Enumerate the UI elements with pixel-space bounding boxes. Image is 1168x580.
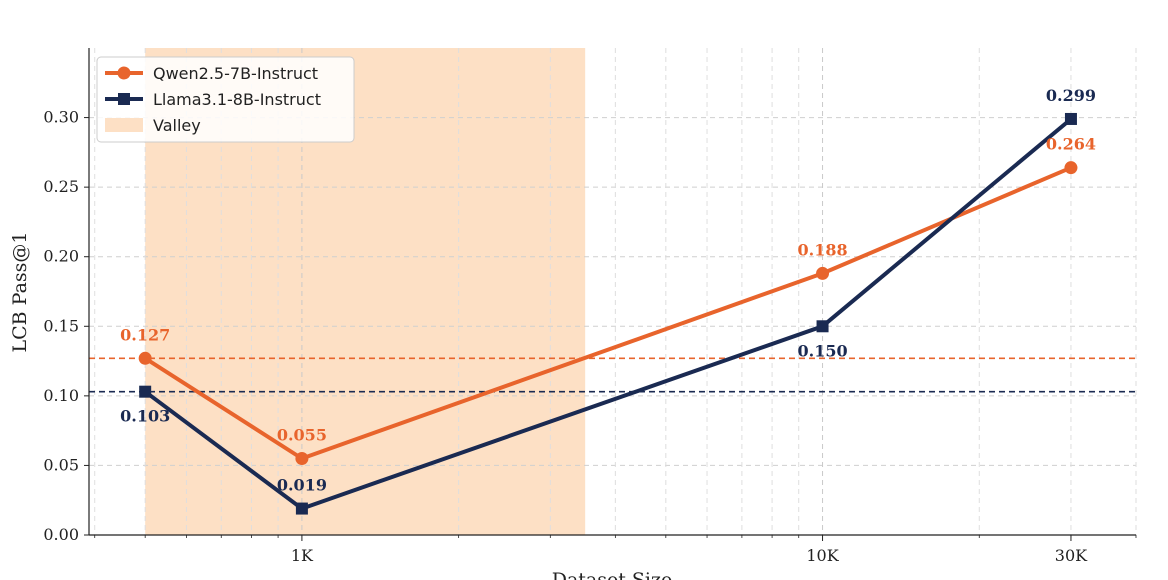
x-tick-label: 30K bbox=[1055, 546, 1088, 565]
baseline-layer bbox=[89, 357, 1136, 393]
y-tick-label: 0.00 bbox=[43, 525, 79, 544]
data-point bbox=[139, 385, 152, 398]
axes-layer: 0.00 0.05 0.10 0.15 0.20 0.25 0.30 1K 10K 30K bbox=[43, 48, 1137, 565]
x-tick-label: 10K bbox=[806, 546, 839, 565]
x-tick-label: 1K bbox=[291, 546, 314, 565]
data-point bbox=[295, 451, 309, 465]
y-tick-label: 0.15 bbox=[43, 316, 79, 335]
y-tick-label: 0.25 bbox=[43, 177, 79, 196]
legend: Qwen2.5-7B-Instruct Llama3.1-8B-Instruct V… bbox=[96, 56, 355, 143]
legend-label: Valley bbox=[153, 116, 201, 135]
legend-valley-swatch bbox=[105, 118, 143, 132]
data-label: 0.299 bbox=[1046, 86, 1096, 105]
data-label: 0.055 bbox=[277, 425, 327, 444]
legend-marker bbox=[117, 66, 131, 80]
series-line-2 bbox=[143, 117, 1073, 511]
data-label: 0.150 bbox=[797, 341, 847, 360]
legend-label: Qwen2.5-7B-Instruct bbox=[153, 64, 318, 83]
y-tick-label: 0.20 bbox=[43, 247, 79, 266]
data-label: 0.264 bbox=[1046, 135, 1096, 154]
series-layer bbox=[138, 112, 1078, 515]
data-point bbox=[295, 502, 308, 515]
data-label: 0.188 bbox=[797, 240, 847, 259]
x-axis-title: Dataset Size bbox=[552, 569, 673, 580]
y-tick-label: 0.10 bbox=[43, 386, 79, 405]
legend-box bbox=[96, 56, 355, 143]
data-label: 0.127 bbox=[120, 325, 170, 344]
data-labels-layer: 0.127 0.055 0.188 0.264 0.103 0.019 0.150 0.299 bbox=[120, 86, 1096, 495]
data-label: 0.019 bbox=[277, 476, 327, 495]
data-label: 0.103 bbox=[120, 407, 170, 426]
data-point bbox=[1064, 161, 1078, 175]
y-tick-label: 0.30 bbox=[43, 108, 79, 127]
y-tick-label: 0.05 bbox=[43, 455, 79, 474]
data-point bbox=[816, 320, 829, 333]
legend-label: Llama3.1-8B-Instruct bbox=[153, 90, 321, 109]
y-axis-title: LCB Pass@1 bbox=[9, 231, 31, 352]
legend-marker bbox=[118, 93, 130, 105]
data-point bbox=[1064, 112, 1077, 125]
data-point bbox=[816, 266, 830, 280]
data-point bbox=[138, 351, 152, 365]
